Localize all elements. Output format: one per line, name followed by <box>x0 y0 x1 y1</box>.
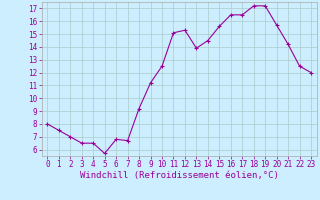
X-axis label: Windchill (Refroidissement éolien,°C): Windchill (Refroidissement éolien,°C) <box>80 171 279 180</box>
